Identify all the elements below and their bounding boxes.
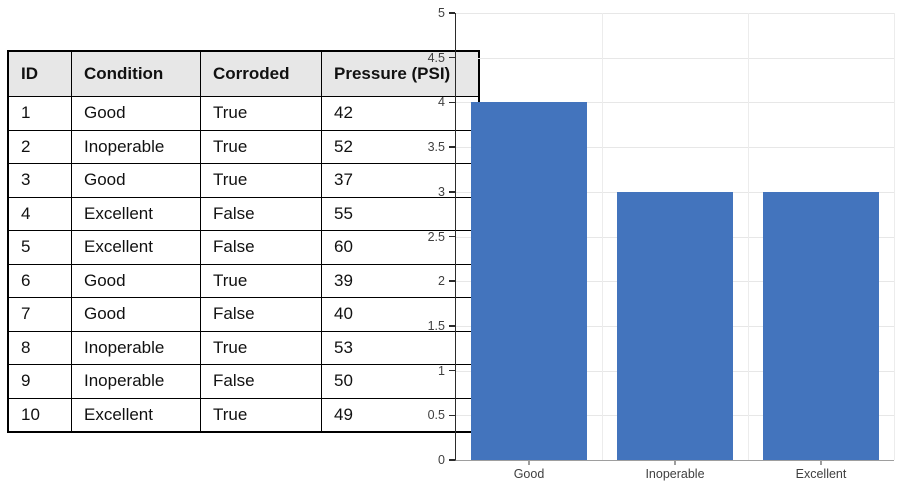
table-cell: 10 [7,397,72,433]
table-header: ID Condition Corroded Pressure (PSI) [7,50,480,97]
bar-inoperable [616,191,734,460]
table-row: 2 Inoperable True 52 [7,129,480,164]
y-tick-label: 4.5 [427,50,445,65]
table-cell: 3 [7,163,72,198]
bar-excellent [762,191,880,460]
y-tick-label: 3 [438,184,445,199]
x-tick-label: Excellent [795,467,847,481]
table-cell: Good [71,297,201,332]
table-row: 10 Excellent True 49 [7,397,480,433]
table-row: 1 Good True 42 [7,96,480,131]
table-cell: Inoperable [71,129,201,164]
y-axis-tick [448,101,455,104]
y-axis-tick [448,280,455,282]
y-tick-label: 2.5 [427,229,445,244]
y-tick-label: 0.5 [427,408,445,423]
y-tick-label: 2 [438,274,445,289]
table-cell: 55 [321,196,480,231]
horizontal-gridline [456,102,894,104]
table-cell: Inoperable [71,330,201,365]
table-cell: True [200,330,322,365]
x-axis-tick [820,460,822,465]
vertical-gridline [601,13,603,460]
table-cell: Inoperable [71,364,201,399]
pipe-data-table: ID Condition Corroded Pressure (PSI) 1 Good T… [7,50,480,433]
y-axis-tick [448,459,455,461]
table-cell: Good [71,163,201,198]
horizontal-gridline [456,13,894,14]
y-axis-tick [448,325,455,327]
y-tick-label: 1 [438,363,445,378]
table-cell: 8 [7,330,72,365]
y-tick-label: 1.5 [427,318,445,333]
horizontal-gridline [456,147,894,149]
table-cell: Excellent [71,230,201,265]
table-cell: 37 [321,163,480,198]
table-row: 8 Inoperable True 53 [7,330,480,365]
table-cell: 9 [7,364,72,399]
table-body: 1 Good True 42 2 Inoperable True 52 3 Good True 37 4… [7,96,480,433]
x-tick-label: Inoperable [645,467,705,481]
table-cell: Good [71,263,201,298]
table-cell: True [200,129,322,164]
y-axis-tick [448,56,455,59]
vertical-gridline [747,13,749,460]
y-tick-label: 3.5 [427,140,445,155]
table-cell: 5 [7,230,72,265]
table-cell: Excellent [71,397,201,433]
table-cell: 53 [321,330,480,365]
table-cell: 49 [321,397,480,433]
table-cell: False [200,297,322,332]
x-tick-label: Good [513,467,545,481]
table-cell: True [200,163,322,198]
y-tick-label: 0 [438,453,445,467]
column-header: Condition [71,50,201,97]
table-row: 9 Inoperable False 50 [7,364,480,399]
y-axis-tick [448,191,455,193]
table-cell: 7 [7,297,72,332]
bar-good [470,102,588,460]
table-cell: Good [71,96,201,131]
table-cell: False [200,364,322,399]
table-cell: 60 [321,230,480,265]
y-axis-tick [448,414,455,417]
table-cell: False [200,230,322,265]
table-cell: 6 [7,263,72,298]
y-axis-tick [448,235,455,238]
column-header: ID [7,50,72,97]
table-cell: True [200,397,322,433]
y-tick-label: 5 [438,6,445,20]
table-cell: 1 [7,96,72,131]
vertical-gridline [893,13,895,460]
x-axis-tick [528,460,530,465]
column-header: Corroded [200,50,322,97]
x-axis-tick [674,460,676,465]
y-tick-label: 4 [438,95,445,110]
bar-chart-plot-area: 0 0.5 1 1.5 2 2.5 3 3.5 4 4.5 5 Good Inoperable Excel… [428,6,895,481]
y-axis-tick [448,146,455,148]
y-axis-tick [448,369,455,372]
table-cell: Excellent [71,196,201,231]
table-row: 4 Excellent False 55 [7,196,480,231]
table-cell: True [200,96,322,131]
table-cell: True [200,263,322,298]
table-cell: False [200,196,322,231]
horizontal-gridline [456,57,894,59]
table-cell: 4 [7,196,72,231]
table-header-row: ID Condition Corroded Pressure (PSI) [7,50,480,97]
table-row: 7 Good False 40 [7,297,480,332]
table-cell: 2 [7,129,72,164]
table-row: 5 Excellent False 60 [7,230,480,265]
y-axis-tick [448,12,455,14]
table-row: 6 Good True 39 [7,263,480,298]
table-row: 3 Good True 37 [7,163,480,198]
